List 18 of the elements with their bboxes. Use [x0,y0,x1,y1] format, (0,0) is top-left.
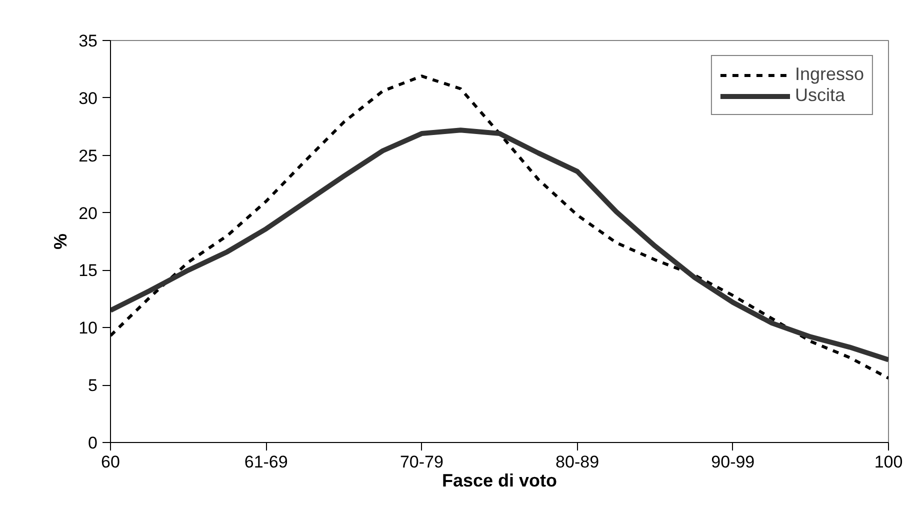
y-axis-title: % [50,233,71,250]
x-tick-label: 61-69 [244,452,288,472]
legend-label: Uscita [794,85,845,106]
x-tick-label: 90-99 [711,452,755,472]
y-tick-label: 20 [78,204,98,223]
y-tick-label: 25 [78,146,98,166]
y-tick-label: 5 [88,376,98,396]
x-tick-label: 100 [874,452,903,472]
x-tick-label: 80-89 [556,452,600,472]
legend-label: Ingresso [794,64,864,85]
x-tick-label: 70-79 [400,452,444,472]
y-tick-label: 15 [78,261,98,280]
x-axis-title: Fasce di voto [442,470,558,490]
y-tick-label: 10 [78,318,98,338]
y-tick-label: 35 [78,32,98,50]
y-tick-label: 30 [78,88,98,108]
x-tick-label: 60 [101,452,120,472]
y-tick-label: 0 [88,434,98,452]
